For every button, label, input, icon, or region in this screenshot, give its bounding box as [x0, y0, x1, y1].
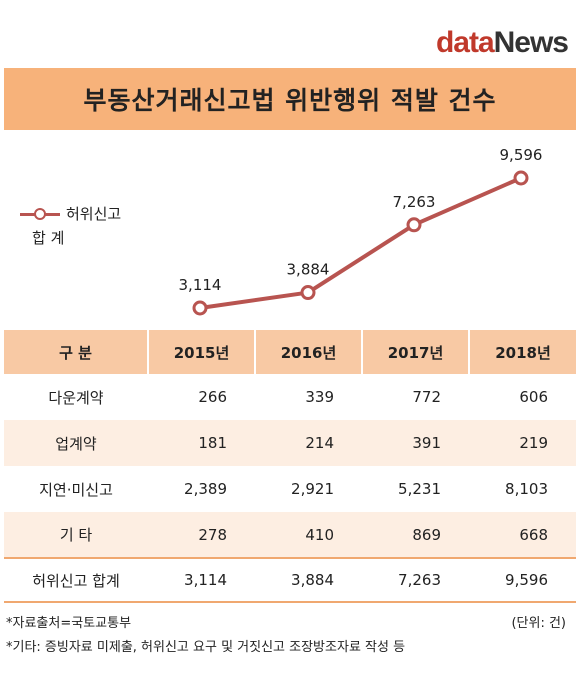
data-point	[513, 170, 529, 186]
datanews-logo: dataNews	[435, 26, 569, 60]
legend-label-line1: 허위신고	[66, 205, 122, 223]
table-row: 기 타 278 410 869 668	[4, 512, 576, 558]
table-header-cell: 2016년	[254, 330, 362, 374]
row-label: 업계약	[4, 420, 148, 466]
table-cell: 339	[305, 388, 334, 406]
table-total-row: 허위신고 합계 3,114 3,884 7,263 9,596	[4, 557, 576, 603]
table-cell: 219	[469, 420, 576, 466]
row-label: 허위신고 합계	[4, 557, 148, 603]
table-cell: 606	[519, 388, 548, 406]
row-label: 지연·미신고	[39, 480, 113, 499]
data-label: 9,596	[500, 146, 543, 164]
table-header-cell: 2018년	[468, 330, 576, 374]
table-cell: 410	[255, 512, 362, 558]
table-cell: 278	[148, 512, 255, 558]
row-label: 다운계약	[48, 388, 104, 407]
logo-part2: News	[493, 26, 569, 59]
other-footnote: *기타: 증빙자료 미제출, 허위신고 요구 및 거짓신고 조장방조자료 작성 …	[6, 640, 406, 655]
data-point	[300, 285, 316, 301]
table-header-cell: 2015년	[147, 330, 255, 374]
table-cell: 7,263	[362, 557, 469, 603]
table-cell: 3,114	[148, 557, 255, 603]
data-table: 구 분 2015년 2016년 2017년 2018년 다운계약 266 339…	[4, 330, 576, 603]
series-line	[199, 176, 522, 310]
legend-label-line2: 합 계	[32, 229, 65, 247]
data-label: 3,114	[179, 276, 222, 294]
table-cell: 2,921	[291, 480, 334, 498]
table-cell: 869	[362, 512, 469, 558]
table-cell: 772	[412, 388, 441, 406]
table-cell: 391	[362, 420, 469, 466]
unit-note: (단위: 건)	[511, 616, 566, 631]
table-cell: 266	[198, 388, 227, 406]
table-header-row: 구 분 2015년 2016년 2017년 2018년	[4, 330, 576, 374]
chart-legend: 허위신고 합 계	[20, 202, 121, 250]
table-header-cell: 2017년	[361, 330, 469, 374]
table-cell: 9,596	[469, 557, 576, 603]
table-cell: 668	[469, 512, 576, 558]
table-header-cell: 구 분	[4, 330, 148, 374]
source-footnote: *자료출처=국토교통부	[6, 616, 132, 631]
table-cell: 214	[255, 420, 362, 466]
legend-swatch-icon	[20, 207, 60, 221]
chart-title-bar: 부동산거래신고법 위반행위 적발 건수	[4, 68, 576, 130]
logo-part1: data	[435, 26, 495, 59]
chart-title: 부동산거래신고법 위반행위 적발 건수	[83, 86, 497, 115]
data-point	[192, 300, 208, 316]
table-cell: 2,389	[184, 480, 227, 498]
table-cell: 5,231	[398, 480, 441, 498]
table-cell: 3,884	[255, 557, 362, 603]
data-label: 7,263	[393, 193, 436, 211]
table-cell: 8,103	[505, 480, 548, 498]
data-point	[406, 217, 422, 233]
row-label: 기 타	[4, 512, 148, 558]
table-row: 다운계약 266 339 772 606	[4, 374, 576, 420]
table-cell: 181	[148, 420, 255, 466]
table-row: 지연·미신고 2,389 2,921 5,231 8,103	[4, 466, 576, 512]
line-chart: 3,114 3,884 7,263 9,596	[179, 146, 543, 316]
legend-row: 허위신고	[20, 202, 121, 226]
table-row: 업계약 181 214 391 219	[4, 420, 576, 466]
data-label: 3,884	[287, 261, 330, 279]
